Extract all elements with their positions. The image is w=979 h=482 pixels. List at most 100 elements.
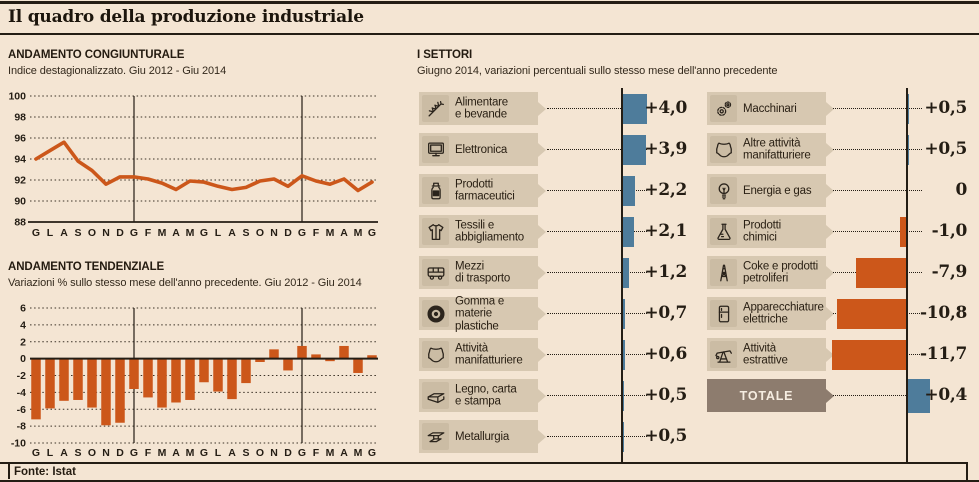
sector-value: -10,8 [920, 303, 967, 323]
sector-label: Macchinari [743, 102, 797, 115]
sector-label: Alimentare e bevande [455, 96, 508, 121]
sector-label: Coke e prodotti petroliferi [743, 260, 818, 285]
sector-row: Macchinari +0,5 [705, 88, 973, 129]
sector-label-box: Prodotti chimici [707, 215, 834, 248]
settori-heading: I SETTORI [417, 49, 473, 61]
sector-label-box: Elettronica [419, 133, 546, 166]
sector-row-totale: TOTALE +0,4 [705, 375, 973, 416]
steel-beam-icon [422, 423, 449, 450]
sector-value: +0,5 [644, 385, 687, 405]
leader-line [547, 149, 647, 150]
label-box-pointer [538, 101, 546, 116]
sector-label-box: Gomma e materie plastiche [419, 294, 546, 332]
svg-text:M: M [354, 447, 363, 459]
fridge-icon [710, 300, 737, 327]
label-box-pointer [538, 265, 546, 280]
sector-value: -7,9 [931, 262, 968, 282]
leader-line [547, 190, 647, 191]
leader-line [833, 108, 922, 109]
svg-text:G: G [200, 447, 208, 459]
svg-text:A: A [60, 227, 68, 239]
svg-text:4: 4 [20, 319, 26, 331]
svg-text:-8: -8 [17, 421, 26, 433]
sector-row: Mezzi di trasporto +1,2 [417, 252, 700, 293]
sector-row: Elettronica +3,9 [417, 129, 700, 170]
source-note: Fonte: Istat [14, 466, 76, 478]
label-box-pointer [826, 347, 834, 362]
svg-text:O: O [88, 227, 96, 239]
sector-value: +0,5 [924, 139, 967, 159]
tendenziale-heading: ANDAMENTO TENDENZIALE [8, 261, 165, 273]
label-box-pointer [826, 183, 834, 198]
svg-text:S: S [74, 447, 81, 459]
sector-label-box: Metallurgia [419, 420, 546, 453]
pill-bottle-icon [422, 177, 449, 204]
totale-label-box: TOTALE [707, 379, 834, 412]
svg-text:0: 0 [20, 353, 26, 365]
label-box-pointer [826, 306, 834, 321]
leader-line [547, 395, 647, 396]
svg-text:F: F [313, 447, 320, 459]
svg-text:L: L [47, 227, 54, 239]
sector-bar [621, 298, 626, 329]
label-box-pointer [538, 388, 546, 403]
svg-text:A: A [340, 227, 348, 239]
sector-bar [621, 216, 635, 247]
svg-text:N: N [102, 227, 110, 239]
svg-text:-6: -6 [17, 404, 26, 416]
sector-label: Elettronica [455, 143, 508, 156]
sector-label: Altre attività manifatturiere [743, 137, 811, 162]
sector-label: Attività estrattive [743, 342, 788, 367]
svg-text:L: L [47, 447, 54, 459]
svg-text:A: A [228, 447, 236, 459]
leader-line [547, 313, 647, 314]
svg-text:L: L [215, 227, 222, 239]
sector-bar [621, 175, 636, 206]
svg-text:G: G [298, 227, 306, 239]
sector-value: +0,4 [924, 385, 967, 405]
sector-value: +2,1 [644, 221, 687, 241]
leader-line [547, 436, 647, 437]
sector-label-box: Apparecchiature elettriche [707, 297, 834, 330]
sector-label: Mezzi di trasporto [455, 260, 511, 285]
sector-label-box: Coke e prodotti petroliferi [707, 256, 834, 289]
svg-text:94: 94 [14, 154, 26, 166]
sector-value: +0,5 [644, 426, 687, 446]
svg-text:90: 90 [14, 196, 26, 208]
leather-hide-icon [422, 341, 449, 368]
label-box-pointer [538, 429, 546, 444]
sector-label: Gomma e materie plastiche [455, 294, 505, 332]
leader-line [833, 190, 922, 191]
sector-value: -11,7 [920, 344, 967, 364]
svg-text:S: S [74, 227, 81, 239]
label-box-pointer [538, 224, 546, 239]
sector-label-box: Macchinari [707, 92, 834, 125]
oil-pump-icon [710, 341, 737, 368]
svg-text:S: S [242, 227, 249, 239]
sector-bar [621, 339, 625, 370]
svg-text:O: O [256, 447, 264, 459]
svg-text:92: 92 [14, 175, 26, 187]
sector-axis-left [621, 88, 623, 463]
svg-text:G: G [130, 227, 138, 239]
sector-label-box: Mezzi di trasporto [419, 256, 546, 289]
sector-row: Metallurgia +0,5 [417, 416, 700, 457]
svg-text:G: G [298, 447, 306, 459]
congiunturale-heading: ANDAMENTO CONGIUNTURALE [8, 49, 185, 61]
bus-icon [422, 259, 449, 286]
svg-text:-10: -10 [11, 438, 26, 450]
sector-row: Attività estrattive -11,7 [705, 334, 973, 375]
footer-tick-right [966, 462, 968, 480]
sector-value: +0,7 [644, 303, 687, 323]
sector-bar [621, 380, 625, 411]
sector-row: Attività manifatturiere +0,6 [417, 334, 700, 375]
sector-label: Prodotti chimici [743, 219, 782, 244]
sector-row: Altre attività manifatturiere +0,5 [705, 129, 973, 170]
svg-text:-4: -4 [17, 387, 26, 399]
svg-text:M: M [326, 227, 335, 239]
sector-row: Legno, carta e stampa +0,5 [417, 375, 700, 416]
sector-label-box: Prodotti farmaceutici [419, 174, 546, 207]
svg-text:M: M [354, 227, 363, 239]
svg-text:N: N [270, 447, 278, 459]
svg-text:D: D [284, 227, 292, 239]
